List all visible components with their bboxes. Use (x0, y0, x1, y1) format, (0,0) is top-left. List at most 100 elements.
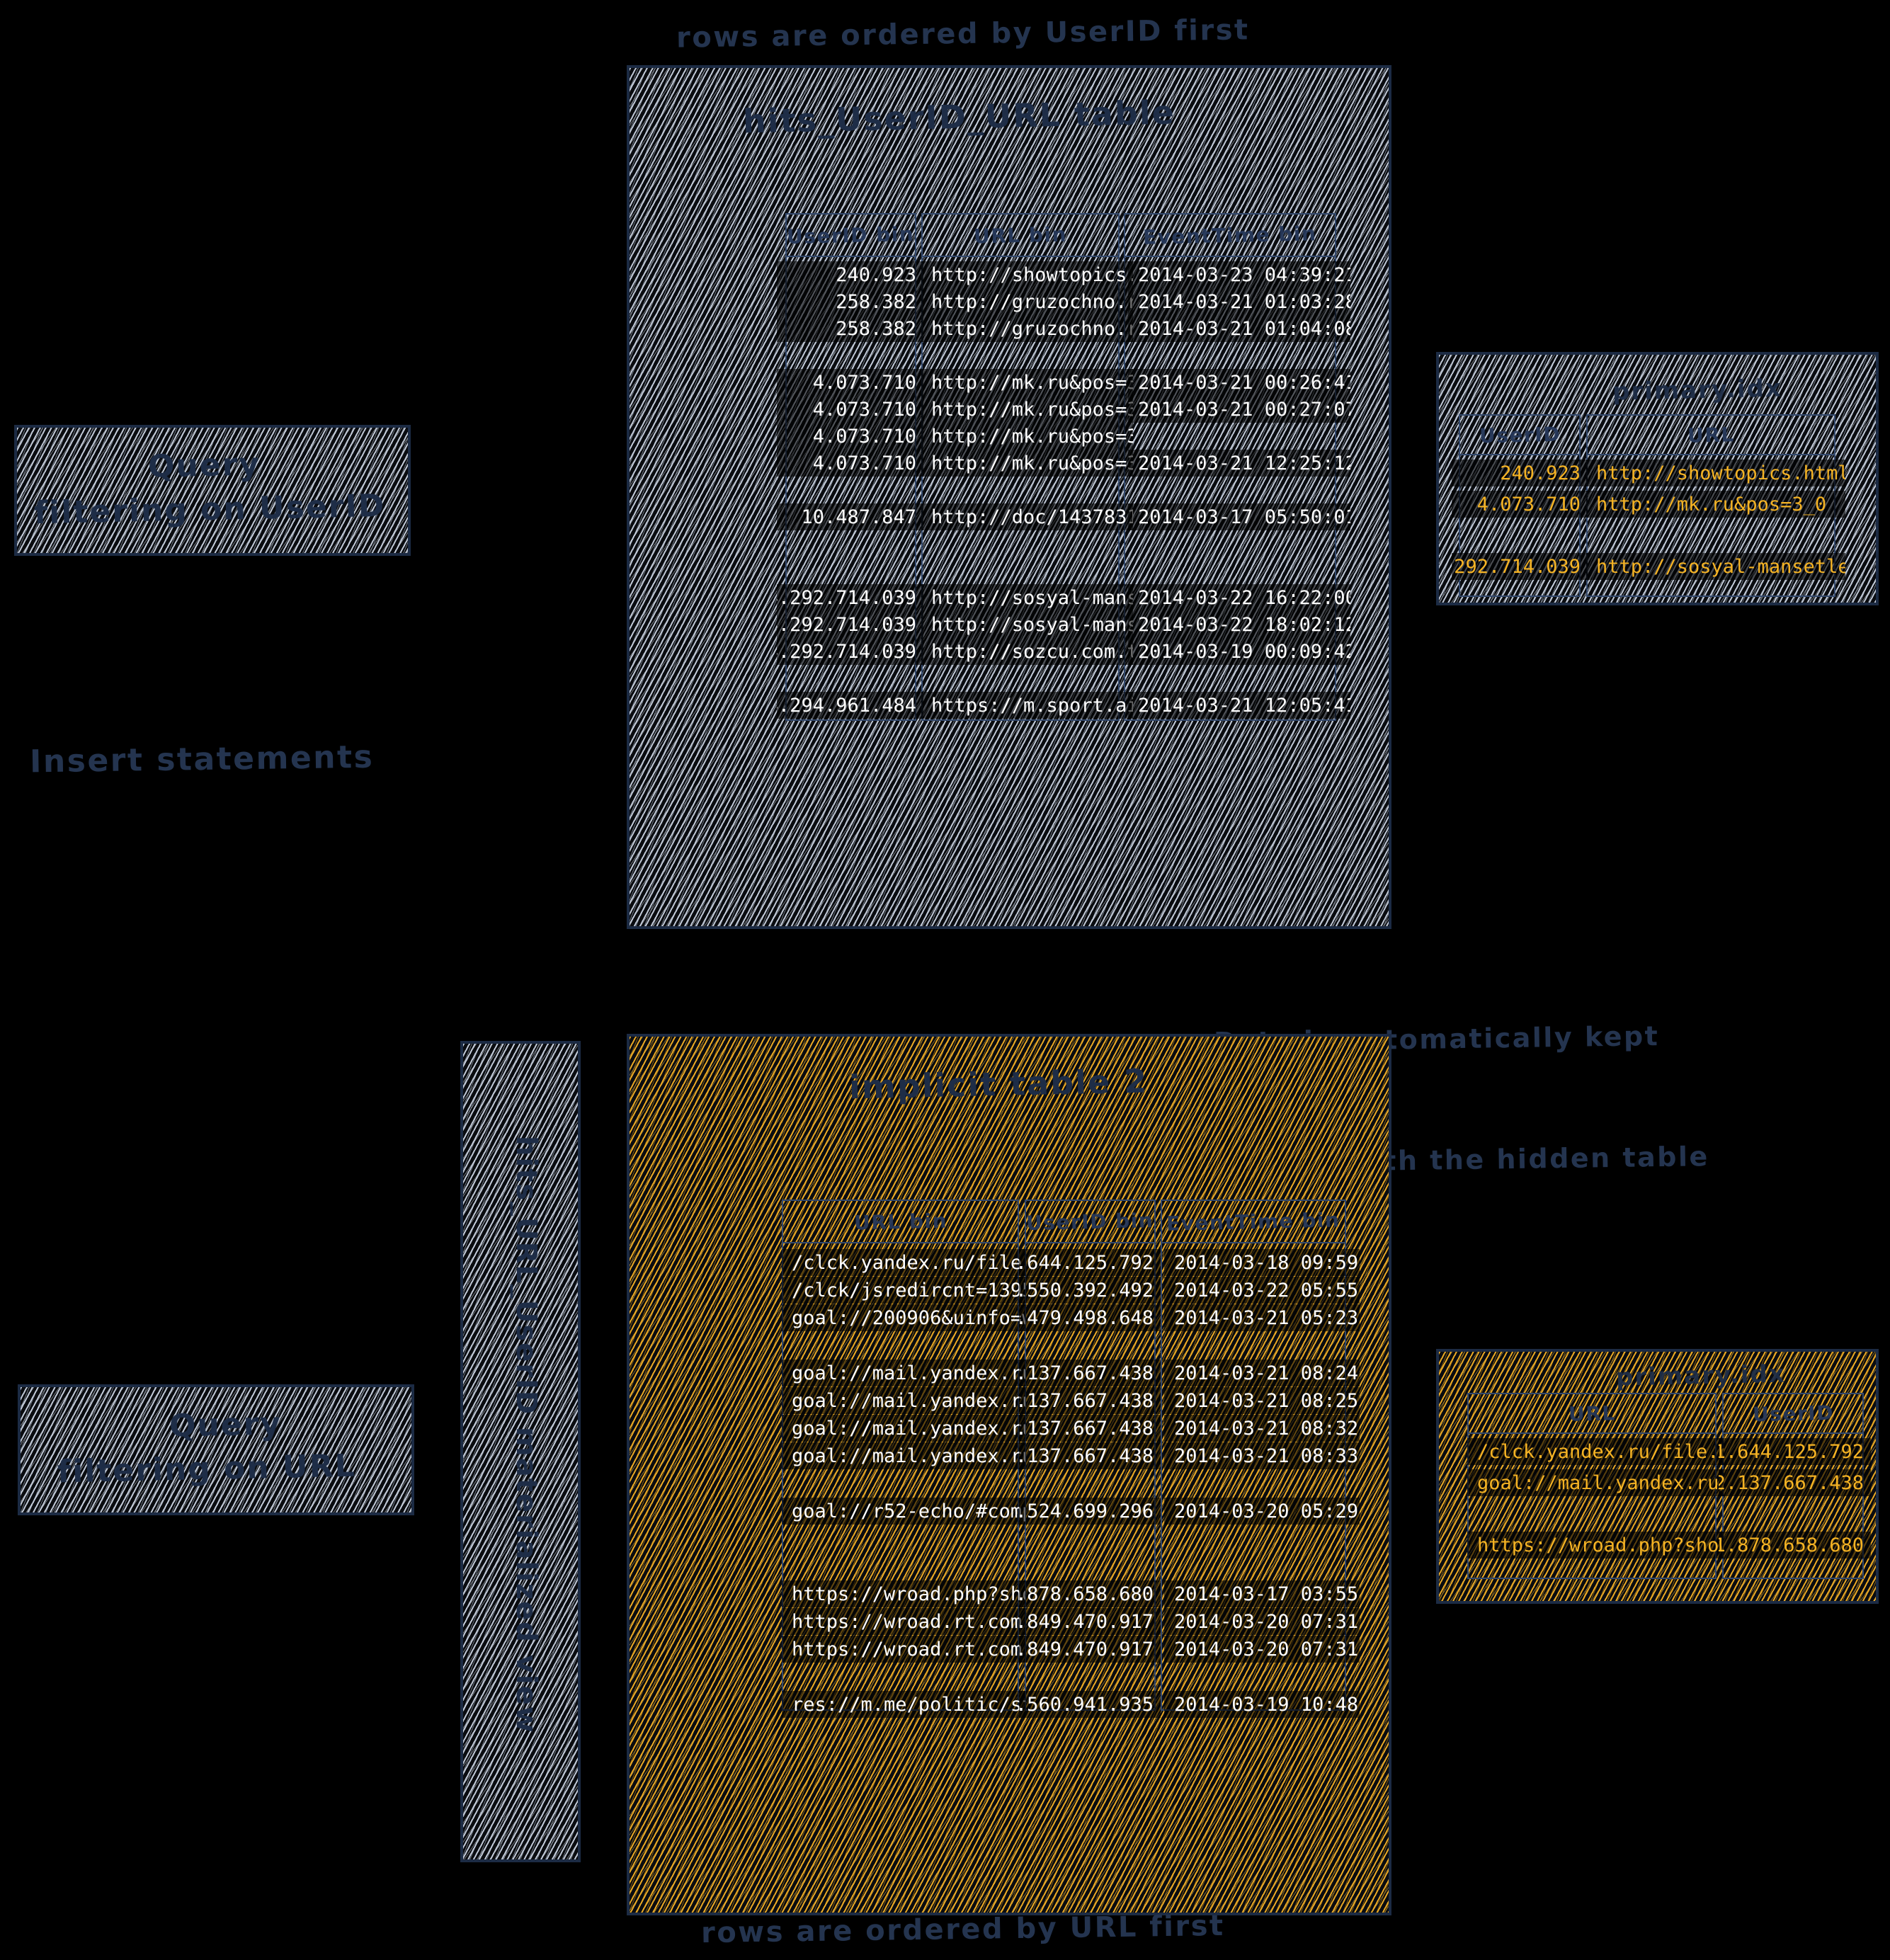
table-cell: 2014-03-21 05:23:19 (1164, 1304, 1360, 1331)
table-cell: 4.292.714.039 (1452, 553, 1588, 580)
table-cell: 2014-03-22 18:02:12 (1128, 611, 1350, 638)
table-cell: http://mk.ru&pos=3_0 (921, 396, 1133, 423)
table-cell: https://wroad.php?show/7 ... (1467, 1532, 1724, 1559)
table-cell: http://mk.ru&pos=3_0 (921, 369, 1133, 396)
table-cell: 4.292.714.039 (777, 611, 923, 638)
hits-col-outline-1 (785, 257, 916, 721)
table-cell: 1.550.392.492 (1019, 1277, 1161, 1304)
hits-col-url-bin: URL bin (921, 213, 1120, 257)
primary-idx-orange-grid: URL UserID /clck.yandex.ru/file.com ...1… (1467, 1393, 1871, 1579)
table-cell: /clck.yandex.ru/file.com ... (782, 1249, 1025, 1276)
table-cell: 4.073.710 (1452, 491, 1588, 518)
primary-idx-orange-box: primary.idx URL UserID /clck.yandex.ru/f… (1436, 1349, 1879, 1604)
table-cell: 258.382 (777, 288, 923, 315)
table-cell: 2014-03-23 04:39:21 (1128, 261, 1350, 288)
pidx-blue-outline-1 (1459, 455, 1581, 597)
table-cell: 2.137.667.438 (1019, 1387, 1161, 1414)
table-cell: 1.644.125.792 (1719, 1438, 1871, 1465)
table-cell: 2014-03-21 00:27:07 (1128, 396, 1350, 423)
note-rows-ordered-by-url: rows are ordered by URL first (700, 1909, 1225, 1950)
hits-col-outline-3 (1124, 257, 1336, 721)
table-cell: 2014-03-21 08:25:15 (1164, 1387, 1360, 1414)
primary-idx-blue-title: primary.idx (1612, 374, 1783, 406)
table-cell: 2.137.667.438 (1019, 1415, 1161, 1442)
table-cell: 2014-03-22 05:55:22 (1164, 1277, 1360, 1304)
implicit-col-userid-bin: UserID bin (1025, 1200, 1156, 1243)
materialized-view-label: hits_URL_UserID materialized view (510, 1136, 542, 1734)
table-cell: 2.479.498.648 (1019, 1304, 1161, 1331)
query-url-line2: filtering on URL (57, 1447, 357, 1491)
table-cell: 4.073.710 (777, 450, 923, 477)
table-cell: https://wroad.rt.com.tr/ ... (782, 1636, 1025, 1663)
table-cell: 2014-03-17 03:55:28 (1164, 1580, 1360, 1607)
table-cell: 2014-03-21 01:03:28 (1128, 288, 1350, 315)
table-cell: http://sosyal-mansetleri ... (921, 584, 1133, 611)
table-cell: 2014-03-21 08:24:50 (1164, 1360, 1360, 1386)
table-cell: goal://mail.yandex.ru/Ma ... (782, 1442, 1025, 1469)
table-cell: 10.487.847 (777, 503, 923, 530)
table-cell: http://mk.ru&pos=3_0 (921, 450, 1133, 477)
table-cell: 3.849.470.917 (1019, 1636, 1161, 1663)
table-cell: 2014-03-18 09:59:01 (1164, 1249, 1360, 1276)
table-cell: http://gruzochno.ru/ekat ... (921, 288, 1133, 315)
table-cell: 2014-03-20 07:31:39 (1164, 1608, 1360, 1635)
table-cell: 258.382 (777, 315, 923, 342)
query-url-line1: Query (169, 1406, 283, 1445)
note-rows-ordered-by-userid: rows are ordered by UserID first (676, 13, 1250, 55)
table-cell: goal://mail.yandex.ru/Ma ... (782, 1387, 1025, 1414)
table-cell: 2014-03-21 01:04:08 (1128, 315, 1350, 342)
table-cell: goal://mail.yandex.ru/Ma ... (782, 1415, 1025, 1442)
hits-col-outline-2 (921, 257, 1120, 721)
implicit-table-2: implicit table 2 URL bin UserID bin Even… (627, 1034, 1391, 1915)
query-filtering-url-box: Query filtering on URL (18, 1384, 414, 1515)
table-cell (1128, 423, 1350, 450)
table-cell: http://sosyal-mansetleri ... (921, 611, 1133, 638)
pidx-orange-col-url: URL (1467, 1393, 1717, 1434)
table-cell: 1.524.699.296 (1019, 1498, 1161, 1525)
table-cell: https://wroad.php?show/7 ... (782, 1580, 1025, 1607)
table-cell: 2014-03-22 16:22:00 (1128, 584, 1350, 611)
table-cell: /clck/jsredircnt=1395412 ... (782, 1277, 1025, 1304)
table-cell: https://m.sport.airway/? ... (921, 692, 1133, 719)
table-cell: goal://r52-echo/#compose ... (782, 1498, 1025, 1525)
query-filtering-userid-box: Query filtering on UserID (14, 425, 411, 556)
table-cell: 2014-03-20 07:31:54 (1164, 1636, 1360, 1663)
hits-table-title: hits_UserID_URL table (742, 93, 1176, 141)
table-cell: 1.878.658.680 (1019, 1580, 1161, 1607)
table-cell: 2014-03-21 12:05:41 (1128, 692, 1350, 719)
hits-col-eventtime-bin: EventTime bin (1124, 213, 1336, 257)
materialized-view-strip: hits_URL_UserID materialized view (460, 1041, 581, 1862)
table-cell: goal://mail.yandex.ru/Ma ... (782, 1360, 1025, 1386)
table-cell: goal://mail.yandex.ru/Ma ... (1467, 1469, 1724, 1496)
table-cell: http://mk.ru&pos=3_0 (1586, 491, 1845, 518)
hits-userid-url-table: hits_UserID_URL table UserID bin URL bin… (627, 65, 1391, 929)
table-cell: 2.137.667.438 (1019, 1360, 1161, 1386)
table-cell: 4.073.710 (777, 396, 923, 423)
primary-idx-blue-box: primary.idx UserID URL 240.923 http://sho… (1436, 352, 1879, 605)
table-cell: http://showtopics.html%3 ... (1586, 460, 1845, 486)
table-cell: http://doc/1437831&is_mo ... (921, 503, 1133, 530)
table-cell: 240.923 (1452, 460, 1588, 486)
table-cell: http://showtopics.html%3 ... (921, 261, 1133, 288)
table-cell: https://wroad.rt.com.tr/ ... (782, 1608, 1025, 1635)
table-cell: 240.923 (777, 261, 923, 288)
primary-idx-orange-title: primary.idx (1615, 1360, 1787, 1392)
pidx-blue-outline-2 (1586, 455, 1835, 597)
implicit-col-eventtime-bin: EventTime bin (1161, 1200, 1346, 1243)
pidx-orange-col-userid: UserID (1722, 1393, 1864, 1434)
implicit-table-grid: URL bin UserID bin EventTime bin /clck.y… (782, 1200, 1360, 1950)
table-cell: /clck.yandex.ru/file.com ... (1467, 1438, 1724, 1465)
table-cell: 4.292.714.039 (777, 584, 923, 611)
table-cell: http://sozcu.com.tr/oaut ... (921, 638, 1133, 665)
pidx-blue-col-url: URL (1586, 414, 1835, 455)
table-cell: 4.292.714.039 (777, 638, 923, 665)
table-cell: http://sosyal-mansetleri ... (1586, 553, 1845, 580)
table-cell: 3.849.470.917 (1019, 1608, 1161, 1635)
implicit-col-url-bin: URL bin (782, 1200, 1019, 1243)
table-cell: goal://200906&uinfo=ww-1 ... (782, 1304, 1025, 1331)
table-cell: 1.644.125.792 (1019, 1249, 1161, 1276)
table-cell: 1.878.658.680 (1719, 1532, 1871, 1559)
table-cell: 4.294.961.484 (777, 692, 923, 719)
table-cell: 2014-03-19 00:09:42 (1128, 638, 1350, 665)
table-cell: 2014-03-21 08:33:02 (1164, 1442, 1360, 1469)
